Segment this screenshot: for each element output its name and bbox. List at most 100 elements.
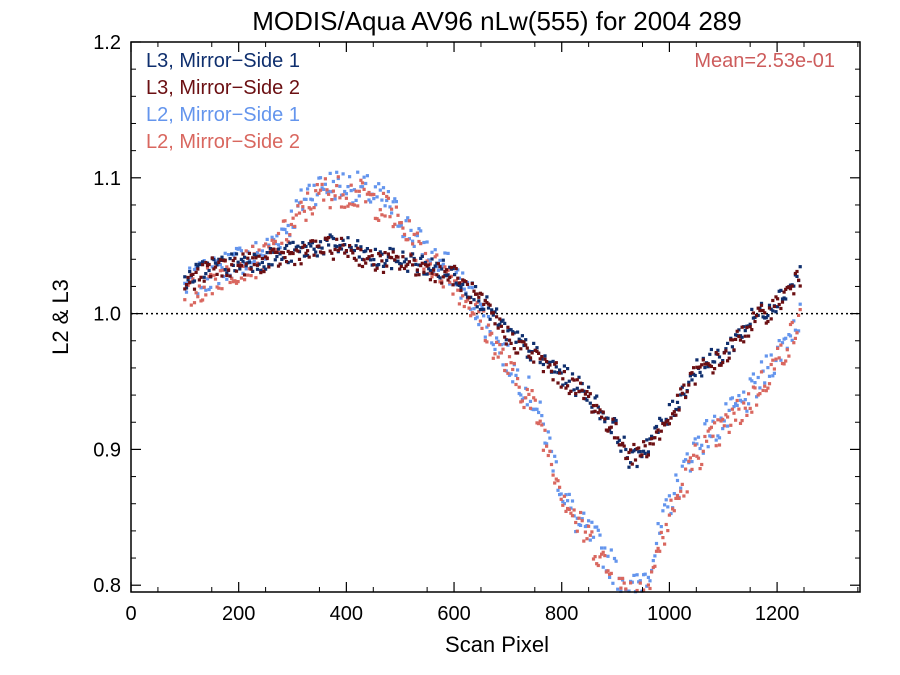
scatter-point — [367, 198, 371, 202]
series-1-points — [183, 236, 802, 466]
scatter-point — [415, 268, 419, 272]
scatter-point — [462, 304, 466, 309]
scatter-point — [598, 555, 602, 559]
scatter-point — [251, 244, 255, 248]
scatter-point — [776, 305, 780, 309]
series-0-points — [183, 233, 802, 469]
scatter-point — [677, 406, 681, 410]
scatter-point — [495, 340, 499, 344]
scatter-point — [593, 555, 597, 559]
scatter-point — [375, 217, 379, 221]
scatter-point — [520, 399, 524, 403]
scatter-point — [369, 249, 373, 253]
scatter-point — [453, 264, 457, 268]
scatter-point — [189, 273, 193, 277]
x-axis-label: Scan Pixel — [445, 632, 549, 657]
scatter-point — [779, 288, 783, 292]
scatter-point — [570, 499, 575, 503]
scatter-point — [517, 385, 521, 389]
scatter-point — [265, 256, 269, 261]
scatter-point — [260, 256, 264, 261]
scatter-point — [601, 550, 605, 554]
scatter-point — [346, 204, 350, 208]
scatter-point — [551, 378, 555, 382]
scatter-point — [288, 241, 292, 245]
scatter-point — [243, 278, 247, 282]
scatter-point — [331, 189, 335, 193]
scatter-point — [472, 307, 476, 311]
scatter-point — [483, 299, 487, 303]
scatter-point — [381, 264, 386, 268]
scatter-point — [380, 213, 384, 217]
scatter-point — [797, 313, 801, 317]
scatter-point — [335, 170, 339, 174]
scatter-point — [433, 255, 437, 259]
scatter-point — [669, 416, 673, 420]
scatter-point — [726, 424, 730, 428]
scatter-point — [377, 252, 381, 256]
scatter-point — [507, 338, 512, 342]
scatter-point — [341, 243, 345, 247]
scatter-point — [753, 319, 757, 324]
scatter-point — [422, 267, 426, 271]
scatter-point — [520, 334, 524, 338]
scatter-point — [212, 273, 216, 277]
scatter-point — [674, 473, 678, 477]
scatter-point — [558, 368, 562, 372]
scatter-point — [456, 288, 460, 292]
scatter-point — [381, 191, 386, 195]
scatter-point — [220, 287, 224, 291]
scatter-point — [469, 314, 473, 318]
scatter-point — [318, 240, 323, 244]
scatter-point — [709, 425, 713, 429]
scatter-point — [661, 509, 665, 513]
scatter-point — [259, 253, 263, 257]
scatter-point — [201, 263, 205, 267]
scatter-point — [360, 264, 365, 269]
scatter-point — [209, 285, 213, 289]
scatter-point — [433, 248, 437, 252]
scatter-point — [268, 251, 272, 255]
scatter-point — [207, 262, 211, 267]
scatter-point — [375, 195, 379, 199]
scatter-point — [448, 265, 452, 269]
scatter-point — [417, 227, 421, 231]
x-tick-label: 0 — [125, 603, 136, 625]
scatter-point — [624, 447, 628, 452]
scatter-point — [559, 385, 563, 389]
scatter-point — [516, 377, 520, 381]
scatter-point — [470, 311, 474, 315]
scatter-point — [183, 298, 187, 302]
scatter-point — [766, 366, 770, 370]
scatter-point — [401, 226, 405, 230]
scatter-point — [223, 251, 227, 255]
scatter-point — [724, 402, 728, 406]
scatter-point — [243, 273, 247, 277]
scatter-point — [590, 530, 594, 534]
scatter-point — [364, 181, 368, 186]
scatter-point — [756, 375, 760, 380]
scatter-point — [713, 421, 717, 425]
scatter-point — [475, 305, 479, 309]
scatter-point — [191, 272, 195, 276]
scatter-point — [285, 243, 289, 248]
scatter-point — [341, 238, 345, 242]
scatter-point — [593, 396, 597, 400]
scatter-point — [522, 396, 526, 400]
scatter-point — [348, 244, 352, 248]
scatter-point — [296, 249, 300, 253]
scatter-point — [658, 416, 662, 420]
scatter-point — [650, 570, 654, 574]
scatter-point — [212, 258, 216, 262]
scatter-point — [309, 207, 313, 211]
scatter-point — [364, 200, 368, 204]
scatter-point — [346, 254, 350, 258]
scatter-point — [297, 211, 302, 215]
scatter-point — [740, 335, 744, 339]
scatter-point — [417, 273, 421, 277]
scatter-point — [737, 334, 741, 339]
scatter-point — [772, 367, 776, 371]
scatter-point — [234, 281, 239, 285]
scatter-point — [528, 399, 533, 403]
y-tick-label: 1.0 — [93, 304, 121, 326]
